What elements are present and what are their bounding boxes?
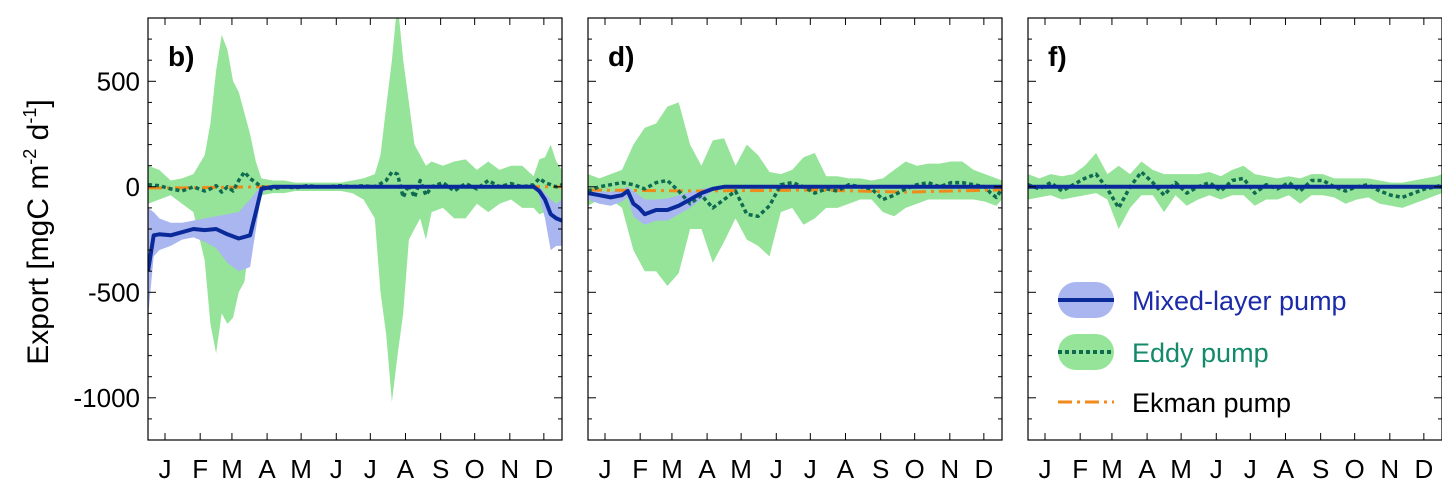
- panel-1: J F M A M J J A S O N Dd): [587, 17, 1003, 484]
- x-tick-label: A: [1138, 454, 1156, 484]
- y-tick-label: 500: [97, 66, 140, 96]
- x-tick-label: O: [1345, 454, 1365, 484]
- x-tick-label: D: [1414, 454, 1433, 484]
- panel-2: J F M A M J J A S O N Df): [1027, 17, 1442, 484]
- plot-area: [588, 102, 1002, 287]
- x-tick-label: S: [872, 454, 889, 484]
- x-tick-label: M: [730, 454, 752, 484]
- mixed-layer-pump-line: [588, 184, 1002, 217]
- x-tick-label: J: [159, 454, 172, 484]
- legend-item-mixed: Mixed-layer pump: [1058, 282, 1347, 318]
- x-tick-label: F: [632, 454, 648, 484]
- mixed-layer-pump-range: [588, 186, 1002, 225]
- x-tick-label: M: [221, 454, 243, 484]
- y-axis-title-mid: d: [22, 124, 55, 149]
- x-tick-label: J: [770, 454, 783, 484]
- y-axis-title: Export [mgC m-2 d-1]: [20, 99, 55, 364]
- x-tick-label: J: [330, 454, 343, 484]
- mixed-layer-pump-line: [148, 184, 562, 272]
- x-tick-label: O: [465, 454, 485, 484]
- legend-item-eddy: Eddy pump: [1058, 334, 1269, 370]
- x-tick-label: M: [1101, 454, 1123, 484]
- legend-item-ekman: Ekman pump: [1058, 388, 1291, 418]
- x-tick-label: N: [1380, 454, 1399, 484]
- x-tick-label: M: [661, 454, 683, 484]
- x-tick-label: F: [192, 454, 208, 484]
- x-tick-label: O: [905, 454, 925, 484]
- eddy-pump-range: [148, 18, 562, 402]
- x-tick-label: F: [1072, 454, 1088, 484]
- x-tick-label: J: [804, 454, 817, 484]
- eddy-pump-line: [1028, 170, 1442, 210]
- y-axis-title-sup2: -1: [20, 108, 40, 124]
- x-tick-label: N: [500, 454, 519, 484]
- x-tick-label: J: [599, 454, 612, 484]
- x-tick-label: A: [397, 454, 415, 484]
- y-tick-label: -500: [88, 277, 140, 307]
- x-tick-label: N: [940, 454, 959, 484]
- panel-frame: [1027, 17, 1442, 441]
- panel-label: f): [1048, 41, 1067, 72]
- x-tick-label: S: [432, 454, 449, 484]
- y-axis-title-end: ]: [22, 99, 55, 107]
- plot-area: [1028, 153, 1442, 229]
- y-tick-label: -1000: [74, 383, 141, 413]
- eddy-pump-range: [1028, 153, 1442, 229]
- x-tick-label: D: [534, 454, 553, 484]
- x-tick-label: A: [258, 454, 276, 484]
- x-tick-label: S: [1312, 454, 1329, 484]
- legend: Mixed-layer pump Eddy pump Ekman pump: [1058, 282, 1347, 418]
- legend-label: Mixed-layer pump: [1132, 286, 1347, 316]
- x-tick-label: J: [1244, 454, 1257, 484]
- x-tick-label: D: [974, 454, 993, 484]
- y-tick-label: 0: [126, 172, 140, 202]
- eddy-pump-range: [588, 102, 1002, 287]
- panel-label: b): [168, 41, 194, 72]
- x-tick-label: J: [1039, 454, 1052, 484]
- y-axis-title-sup1: -2: [20, 149, 40, 165]
- x-tick-label: M: [1170, 454, 1192, 484]
- plot-area: [148, 18, 562, 402]
- x-tick-label: M: [290, 454, 312, 484]
- legend-label: Ekman pump: [1132, 388, 1291, 418]
- svg-text:Export [mgC m-2 d-1]: Export [mgC m-2 d-1]: [20, 99, 55, 364]
- y-axis-title-main: Export [mgC m: [22, 165, 55, 365]
- mixed-layer-pump-range: [148, 186, 562, 318]
- x-tick-label: J: [1210, 454, 1223, 484]
- x-tick-label: A: [1277, 454, 1295, 484]
- ekman-pump-line: [588, 188, 1002, 194]
- x-tick-label: A: [837, 454, 855, 484]
- x-tick-label: A: [698, 454, 716, 484]
- legend-label: Eddy pump: [1132, 338, 1269, 368]
- x-tick-label: J: [364, 454, 377, 484]
- panel-label: d): [608, 41, 634, 72]
